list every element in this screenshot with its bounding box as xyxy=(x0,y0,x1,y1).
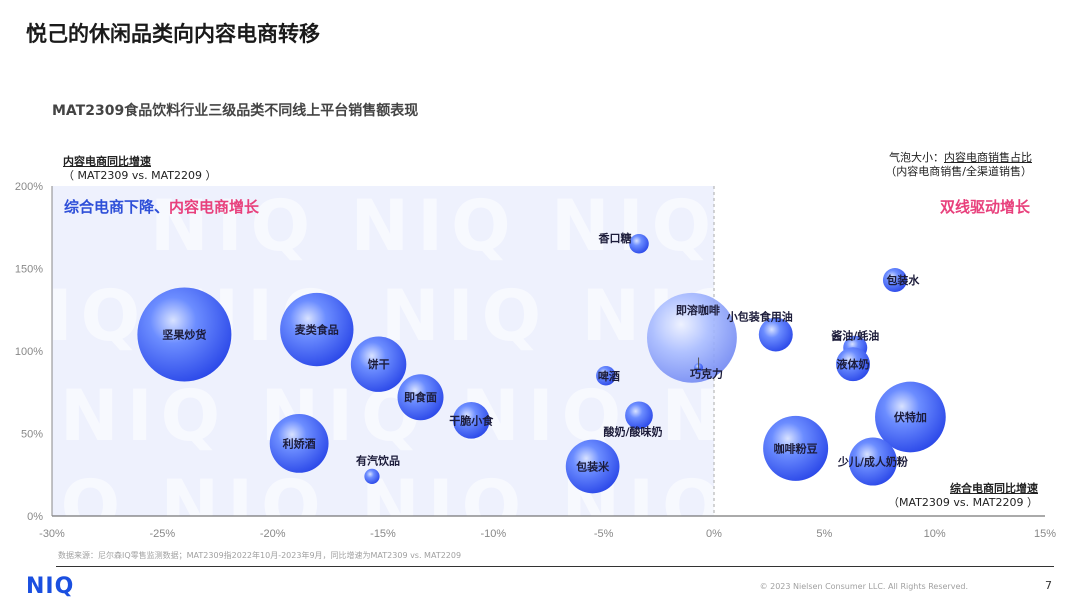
bubble xyxy=(882,268,907,293)
bubble xyxy=(758,317,793,352)
x-tick-label: -20% xyxy=(260,528,286,540)
bubble-label: 麦类食品 xyxy=(295,323,339,337)
bubble xyxy=(647,292,737,383)
bubble xyxy=(629,233,649,254)
x-axis-title: 综合电商同比增速 xyxy=(950,482,1038,495)
x-axis-subtitle: （MAT2309 vs. MAT2209 ） xyxy=(888,496,1038,509)
page-title: 悦己的休闲品类向内容电商转移 xyxy=(26,22,320,46)
x-tick-label: -5% xyxy=(594,528,614,540)
bubble-size-note-measure: 内容电商销售占比 xyxy=(944,151,1032,164)
bubble-label: 液体奶 xyxy=(837,357,870,371)
watermark-text: NIQ NIQ NIQ NIQ NIQ NIQ xyxy=(0,465,1080,547)
y-tick-label: 0% xyxy=(27,511,43,523)
copyright: © 2023 Nielsen Consumer LLC. All Rights … xyxy=(759,582,968,591)
bubble xyxy=(137,287,232,382)
page-number: 7 xyxy=(1045,579,1052,592)
bubble xyxy=(875,381,946,453)
x-tick-label: 10% xyxy=(924,528,946,540)
y-tick-label: 50% xyxy=(21,429,43,441)
bubble-label: 香口糖 xyxy=(597,231,631,245)
bubble xyxy=(350,336,407,392)
y-tick-label: 200% xyxy=(15,181,43,193)
x-axis-label: 综合电商同比增速 （MAT2309 vs. MAT2209 ） xyxy=(888,482,1038,510)
bubble xyxy=(397,374,444,421)
bubble-label: 有汽饮品 xyxy=(356,453,400,467)
bubble-label: 少儿/成人奶粉 xyxy=(837,455,908,469)
bubble-label: 干脆小食 xyxy=(449,413,494,427)
niq-logo: NIQ xyxy=(26,574,75,599)
bubble xyxy=(269,413,329,473)
bubble xyxy=(565,439,620,494)
x-tick-label: -30% xyxy=(39,528,65,540)
bubble xyxy=(625,401,653,430)
bubble-label: 饼干 xyxy=(368,357,390,371)
bubble-label: 即食面 xyxy=(404,390,437,404)
y-axis-title: 内容电商同比增速 xyxy=(63,155,151,168)
bubble-size-note: 气泡大小：内容电商销售占比 （内容电商销售/全渠道销售） xyxy=(885,151,1032,179)
bubble xyxy=(596,365,616,386)
x-tick-label: 5% xyxy=(816,528,832,540)
y-tick-label: 100% xyxy=(15,346,43,358)
bubble xyxy=(280,292,354,367)
bubble-label: 伏特加 xyxy=(894,410,927,424)
bubble-size-note-line1: 气泡大小：内容电商销售占比 xyxy=(885,151,1032,165)
bubble-label: 酸奶/酸味奶 xyxy=(603,424,662,438)
quadrant-label-left-part1: 综合电商下降、 xyxy=(64,198,170,216)
bubble xyxy=(848,437,897,486)
bubble xyxy=(763,415,829,481)
bubble-label: 包装水 xyxy=(885,273,920,287)
bubble-label: 咖啡粉豆 xyxy=(774,441,818,455)
footer-divider xyxy=(56,566,1054,567)
bubble-label: 小包装食用油 xyxy=(726,310,793,324)
x-tick-label: -10% xyxy=(480,528,506,540)
bubble xyxy=(364,468,380,484)
x-tick-label: -15% xyxy=(370,528,396,540)
bubble-label: 包装米 xyxy=(575,460,610,474)
bubble xyxy=(452,401,490,439)
bubble-label: 巧克力 xyxy=(690,367,723,381)
bubble-size-note-prefix: 气泡大小： xyxy=(889,151,944,164)
bubble-label: 即溶咖啡 xyxy=(676,303,720,317)
quadrant-label-left: 综合电商下降、内容电商增长 xyxy=(64,196,259,217)
bubble-label: 酱油/蚝油 xyxy=(831,329,879,343)
bubble-size-note-sub: （内容电商销售/全渠道销售） xyxy=(885,165,1032,178)
quadrant-label-right: 双线驱动增长 xyxy=(939,198,1030,216)
bubble xyxy=(836,347,870,382)
x-tick-label: 15% xyxy=(1034,528,1056,540)
chart-title: MAT2309食品饮料行业三级品类不同线上平台销售额表现 xyxy=(52,103,419,119)
y-axis-subtitle: （ MAT2309 vs. MAT2209 ） xyxy=(63,169,217,182)
x-tick-label: -25% xyxy=(149,528,175,540)
bubble-label: 啤酒 xyxy=(598,369,620,383)
bubble-label: 利娇酒 xyxy=(283,436,316,450)
x-tick-label: 0% xyxy=(706,528,722,540)
footnote: 数据来源：尼尔森IQ零售监测数据；MAT2309指2022年10月-2023年9… xyxy=(58,551,462,560)
y-tick-label: 150% xyxy=(15,264,43,276)
watermark-text: NIQ NIQ NIQ NIQ NIQ NIQ xyxy=(150,185,1080,267)
quadrant-label-left-part2: 内容电商增长 xyxy=(169,198,260,216)
bubble-label: 坚果炒货 xyxy=(162,328,206,342)
y-axis-label: 内容电商同比增速 （ MAT2309 vs. MAT2209 ） xyxy=(63,155,216,183)
